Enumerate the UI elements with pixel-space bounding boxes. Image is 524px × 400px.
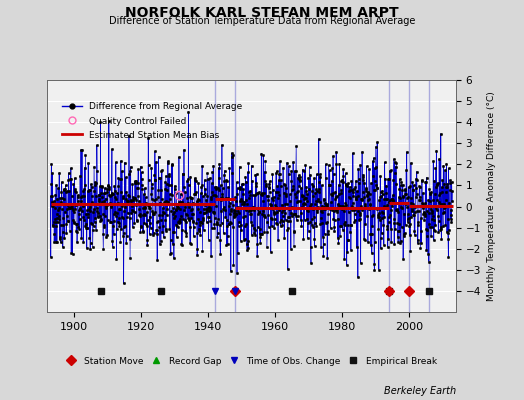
Y-axis label: Monthly Temperature Anomaly Difference (°C): Monthly Temperature Anomaly Difference (… bbox=[486, 91, 496, 301]
Text: Difference of Station Temperature Data from Regional Average: Difference of Station Temperature Data f… bbox=[109, 16, 415, 26]
Text: Berkeley Earth: Berkeley Earth bbox=[384, 386, 456, 396]
Text: NORFOLK KARL STEFAN MEM ARPT: NORFOLK KARL STEFAN MEM ARPT bbox=[125, 6, 399, 20]
Legend: Difference from Regional Average, Quality Control Failed, Estimated Station Mean: Difference from Regional Average, Qualit… bbox=[59, 99, 246, 143]
Legend: Station Move, Record Gap, Time of Obs. Change, Empirical Break: Station Move, Record Gap, Time of Obs. C… bbox=[63, 354, 440, 368]
